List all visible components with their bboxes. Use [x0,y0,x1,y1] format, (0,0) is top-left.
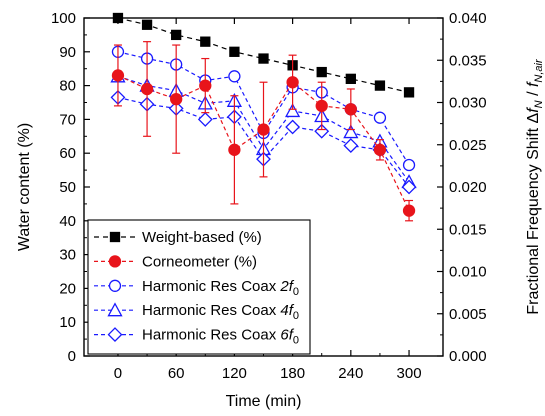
y-right-axis-title-part: f [525,81,542,87]
data-point [285,119,301,135]
data-point [228,143,241,156]
y-left-tick-label: 30 [59,247,76,264]
data-point [401,179,417,195]
y-right-tick-label: 0.040 [449,10,487,27]
data-point [343,124,359,139]
data-point [258,53,269,64]
data-point [285,103,301,118]
data-point [373,111,387,124]
data-point [314,123,330,139]
legend-label-harmonic: 2f [279,278,294,295]
series-line [117,74,410,211]
legend-item: Harmonic Res Coax 2f0 [94,278,299,298]
y-left-tick-label: 80 [59,78,76,95]
data-point [170,92,183,106]
data-point [286,76,299,89]
y-left-tick-label: 0 [68,348,76,365]
legend-item: Corneometer (%) [94,253,257,270]
x-tick-label: 0 [114,365,122,382]
y-right-tick-label: 0.010 [449,264,487,281]
y-right-axis-title-part: N,air [533,58,545,83]
y-right-axis-title: Fractional Frequency Shift ΔfN / fN,air [525,58,545,315]
data-point [315,99,328,113]
x-axis-title: Time (min) [226,393,302,410]
y-left-tick-label: 20 [59,280,76,297]
y-left-tick-label: 70 [59,111,76,128]
y-left-axis-title: Water content (%) [16,123,33,251]
y-right-axis-title-part: N [533,100,545,108]
data-point [199,79,212,92]
data-point [345,73,356,84]
y-left-tick-label: 10 [59,314,76,331]
data-point [373,143,387,156]
legend-label: Harmonic Res Coax 6f0 [142,327,299,347]
y-right-tick-label: 0.035 [449,52,487,69]
legend: Weight-based (%) Corneometer (%) Harmonic … [87,219,311,355]
series-1 [111,41,416,222]
y-right-tick-label: 0.005 [449,306,487,323]
legend-label-text: Harmonic Res Coax [142,278,280,295]
legend-label: Harmonic Res Coax 2f0 [142,278,299,298]
legend-label: Harmonic Res Coax 4f0 [142,302,299,322]
legend-marker [108,255,122,268]
data-point [228,70,241,83]
data-point [171,29,182,41]
y-right-tick-label: 0.000 [449,348,487,365]
legend-marker [107,302,123,317]
legend-label-subscript: 0 [293,310,299,322]
data-point [111,69,125,82]
y-right-axis-title-part: / [525,87,542,100]
legend-marker [108,279,122,292]
data-point [403,87,415,98]
legend-item: Harmonic Res Coax 4f0 [94,302,299,322]
x-tick-label: 60 [168,365,185,382]
data-point [402,158,416,172]
y-left-tick-label: 50 [59,179,76,196]
data-point [374,80,386,91]
x-tick-label: 120 [222,365,247,382]
data-point [402,204,416,217]
legend-label: Weight-based (%) [142,229,262,246]
legend-box [87,219,311,355]
y-right-tick-label: 0.030 [449,95,487,112]
legend-label: Corneometer (%) [142,253,257,270]
y-right-axis-title-part: f [525,107,542,113]
legend-marker [109,231,121,243]
legend-item: Harmonic Res Coax 6f0 [94,327,299,347]
data-point [140,82,154,96]
legend-item: Weight-based (%) [94,229,262,246]
data-point [343,138,359,154]
data-point [200,36,211,47]
y-right-tick-label: 0.025 [449,137,487,154]
x-tick-label: 240 [338,365,363,382]
y-right-tick-label: 0.015 [449,221,487,238]
legend-label-text: Harmonic Res Coax [142,302,280,319]
data-point [112,12,124,24]
y-left-tick-label: 40 [59,213,76,230]
x-tick-label: 180 [280,365,305,382]
data-point [316,66,327,78]
data-point [257,123,270,136]
data-point [344,103,357,116]
legend-label-text: Harmonic Res Coax [142,327,280,344]
legend-label-harmonic: 4f [280,302,294,319]
y-right-tick-label: 0.020 [449,179,487,196]
data-point [197,111,213,127]
y-left-tick-label: 90 [59,44,76,61]
data-point [141,19,153,30]
legend-label-subscript: 0 [293,286,299,298]
legend-marker [107,327,123,343]
legend-label-harmonic: 6f [280,327,294,344]
y-right-axis-title-part: Fractional Frequency Shift Δ [525,112,542,314]
x-tick-label: 300 [397,365,422,382]
data-point [229,46,240,57]
legend-label-subscript: 0 [293,335,299,347]
y-left-tick-label: 60 [59,145,76,162]
y-left-tick-label: 100 [51,10,76,27]
